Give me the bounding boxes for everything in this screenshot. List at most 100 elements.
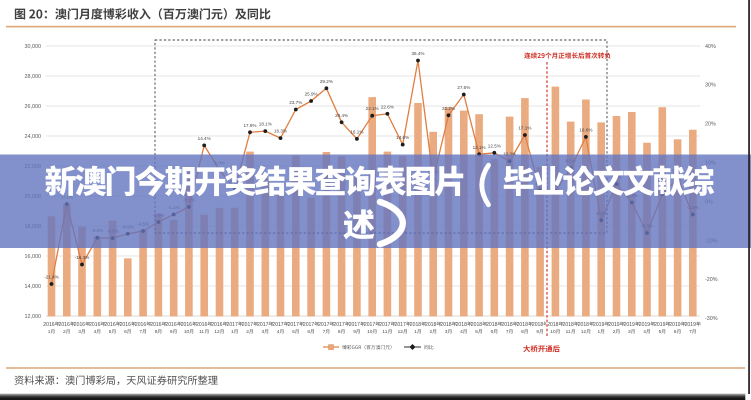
svg-text:2018: 2018 — [578, 322, 589, 328]
svg-text:7: 7 — [139, 329, 142, 335]
svg-text:8: 8 — [521, 329, 524, 335]
svg-text:12: 12 — [214, 329, 220, 335]
svg-text:3: 3 — [262, 329, 265, 335]
svg-text:2018: 2018 — [456, 322, 467, 328]
svg-text:2017: 2017 — [349, 322, 360, 328]
svg-text:2018: 2018 — [563, 322, 574, 328]
svg-text:2: 2 — [613, 329, 616, 335]
svg-text:7: 7 — [689, 329, 692, 335]
svg-text:2016: 2016 — [74, 322, 85, 328]
svg-text:5: 5 — [475, 329, 478, 335]
svg-text:22.6%: 22.6% — [381, 104, 394, 109]
svg-text:10: 10 — [184, 329, 190, 335]
svg-text:5: 5 — [659, 329, 662, 335]
svg-text:17.1%: 17.1% — [518, 126, 531, 131]
svg-text:11: 11 — [382, 329, 387, 335]
svg-text:22.2%: 22.2% — [442, 106, 455, 111]
svg-text:14,000: 14,000 — [25, 284, 42, 290]
svg-text:2017: 2017 — [242, 322, 253, 328]
svg-text:9: 9 — [170, 329, 173, 335]
svg-text:25.9%: 25.9% — [305, 92, 318, 97]
svg-text:2019: 2019 — [669, 322, 680, 328]
svg-text:2017: 2017 — [318, 322, 329, 328]
svg-text:2017: 2017 — [272, 322, 283, 328]
svg-text:2016: 2016 — [181, 322, 192, 328]
svg-text:2016: 2016 — [135, 322, 146, 328]
svg-text:12.1%: 12.1% — [473, 145, 486, 150]
svg-text:6: 6 — [491, 329, 494, 335]
svg-text:2018: 2018 — [440, 322, 451, 328]
svg-text:6: 6 — [307, 329, 310, 335]
svg-text:7: 7 — [323, 329, 326, 335]
svg-text:2018: 2018 — [517, 322, 528, 328]
svg-text:4: 4 — [460, 329, 463, 335]
svg-text:5: 5 — [292, 329, 295, 335]
svg-text:12: 12 — [398, 329, 404, 335]
svg-text:2017: 2017 — [257, 322, 268, 328]
svg-text:2019: 2019 — [624, 322, 635, 328]
svg-text:29.2%: 29.2% — [320, 79, 333, 84]
svg-text:10: 10 — [367, 329, 373, 335]
svg-text:16.1%: 16.1% — [350, 129, 363, 134]
svg-text:26,000: 26,000 — [25, 104, 42, 110]
svg-text:2017: 2017 — [288, 322, 299, 328]
svg-text:2018: 2018 — [425, 322, 436, 328]
svg-text:18.1%: 18.1% — [259, 122, 272, 127]
svg-text:7: 7 — [506, 329, 509, 335]
svg-text:2018: 2018 — [486, 322, 497, 328]
svg-text:14.4%: 14.4% — [198, 136, 211, 141]
svg-text:2016: 2016 — [165, 322, 176, 328]
svg-text:2016: 2016 — [59, 322, 70, 328]
svg-text:2017: 2017 — [379, 322, 390, 328]
svg-text:17.8%: 17.8% — [243, 123, 256, 128]
svg-text:2016: 2016 — [89, 322, 100, 328]
svg-text:4: 4 — [94, 329, 97, 335]
svg-text:8: 8 — [155, 329, 158, 335]
svg-text:2016: 2016 — [43, 322, 54, 328]
svg-text:22.1%: 22.1% — [366, 106, 379, 111]
svg-text:9: 9 — [353, 329, 356, 335]
svg-text:40%: 40% — [705, 44, 716, 50]
svg-text:2016: 2016 — [196, 322, 207, 328]
svg-text:2016: 2016 — [104, 322, 115, 328]
svg-text:2019: 2019 — [685, 322, 696, 328]
svg-text:12.5%: 12.5% — [488, 143, 501, 148]
svg-text:10.3%: 10.3% — [503, 152, 516, 157]
svg-text:16,000: 16,000 — [25, 254, 42, 260]
svg-text:2018: 2018 — [471, 322, 482, 328]
svg-text:2019: 2019 — [639, 322, 650, 328]
svg-text:1: 1 — [231, 329, 234, 335]
svg-text:4: 4 — [277, 329, 280, 335]
svg-text:6: 6 — [674, 329, 677, 335]
svg-text:2017: 2017 — [227, 322, 238, 328]
svg-text:3: 3 — [628, 329, 631, 335]
svg-text:16.6%: 16.6% — [579, 127, 592, 132]
svg-text:30%: 30% — [705, 83, 716, 89]
svg-text:28,000: 28,000 — [25, 74, 42, 80]
svg-text:23.7%: 23.7% — [289, 100, 302, 105]
svg-text:2018: 2018 — [532, 322, 543, 328]
svg-text:2: 2 — [430, 329, 433, 335]
svg-text:30,000: 30,000 — [25, 44, 42, 50]
svg-text:36.4%: 36.4% — [411, 51, 424, 56]
svg-text:12: 12 — [581, 329, 587, 335]
svg-text:16.3%: 16.3% — [274, 129, 287, 134]
svg-text:3: 3 — [445, 329, 448, 335]
svg-text:1: 1 — [414, 329, 417, 335]
svg-text:2: 2 — [63, 329, 66, 335]
svg-text:1: 1 — [598, 329, 601, 335]
svg-text:2017: 2017 — [303, 322, 314, 328]
svg-text:6: 6 — [124, 329, 127, 335]
svg-text:12,000: 12,000 — [25, 314, 42, 320]
svg-text:14.6%: 14.6% — [396, 135, 409, 140]
svg-text:4: 4 — [643, 329, 646, 335]
svg-text:-20%: -20% — [705, 277, 718, 283]
svg-text:2018: 2018 — [547, 322, 558, 328]
svg-text:8: 8 — [338, 329, 341, 335]
svg-text:2018: 2018 — [410, 322, 421, 328]
svg-text:27.6%: 27.6% — [457, 85, 470, 90]
svg-text:2017: 2017 — [333, 322, 344, 328]
svg-text:11: 11 — [199, 329, 204, 335]
svg-text:2016: 2016 — [120, 322, 131, 328]
svg-text:2019: 2019 — [608, 322, 619, 328]
